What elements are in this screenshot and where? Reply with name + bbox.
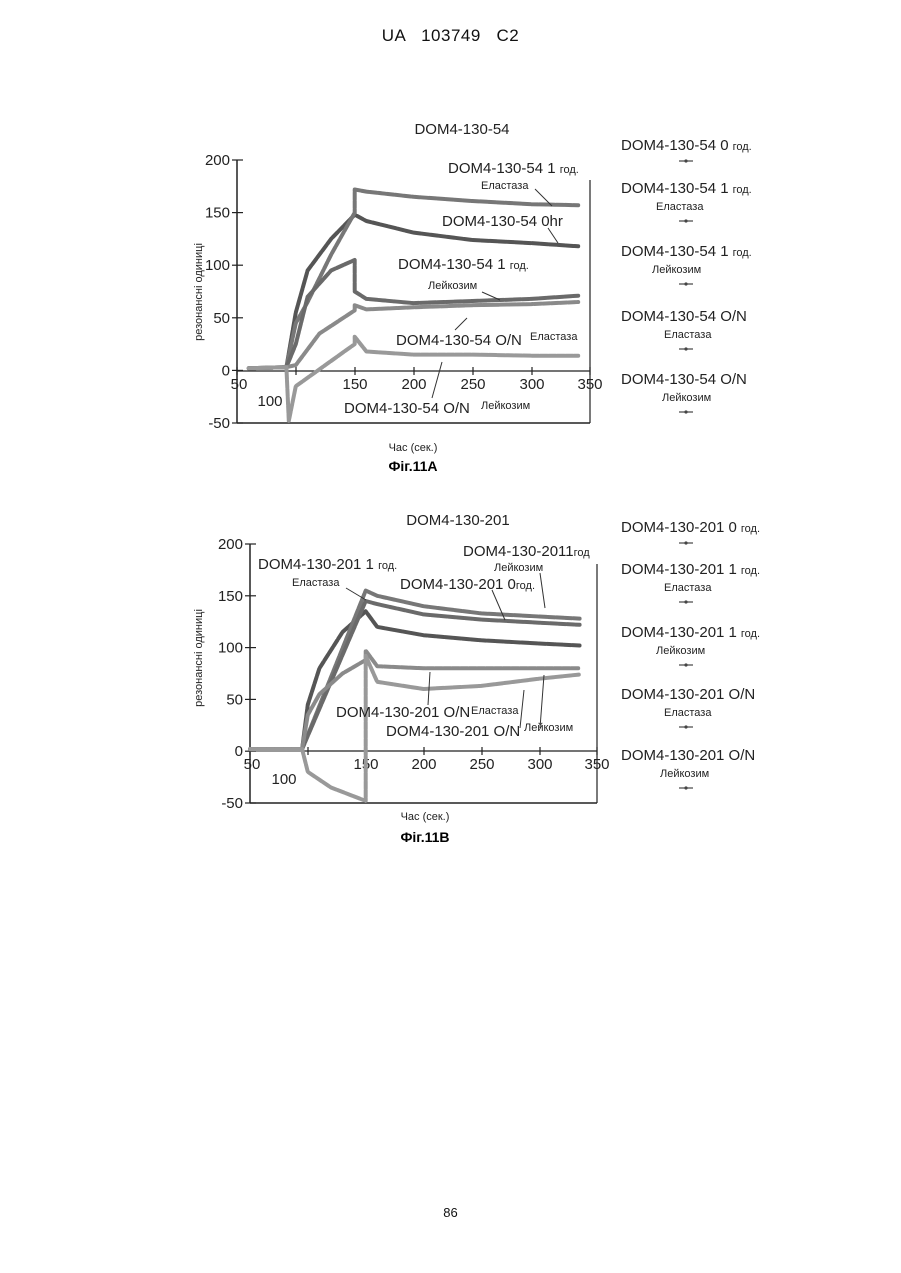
x-tick-label: 200 [411,756,436,773]
legend-note: Лейкозим [656,645,705,657]
annotation-note: Лейкозим [524,722,573,734]
legend-label: DOM4-130-201 O/N [621,686,755,703]
y-axis-label: резонансні одиниці [193,609,205,707]
page-number: 86 [0,1205,901,1220]
svg-text:DOM4-130-2011год: DOM4-130-2011год [463,543,590,560]
annotation-label: DOM4-130-201 1 [258,556,374,573]
annotation-note: Лейкозим [494,562,543,574]
legend-marker-dot [684,725,687,728]
legend-label: DOM4-130-201 1год. [621,624,760,641]
legend-note: Лейкозим [660,768,709,780]
legend: DOM4-130-201 0год. DOM4-130-201 1год. Елас… [621,519,760,790]
y-tick-label: 100 [218,640,243,657]
legend-marker-dot [684,663,687,666]
legend-marker-dot [684,786,687,789]
annotation-sub: год [574,547,591,559]
legend-note: Еластаза [664,707,712,719]
y-tick-label: -50 [221,795,243,812]
figure-caption: Фіг.11B [400,829,449,845]
figure-11b-chart: DOM4-130-201 50100150200250300350 200150… [0,0,901,860]
legend-note: Еластаза [664,582,712,594]
y-tick-label: 0 [235,743,243,760]
annotation-arrow [540,573,545,608]
y-tick-label: 50 [226,691,243,708]
annotation-label: DOM4-130-201 O/N [386,723,520,740]
legend-label: DOM4-130-201 O/N [621,747,755,764]
y-tick-label: 150 [218,588,243,605]
chart-title: DOM4-130-201 [406,512,509,529]
annotation-label: DOM4-130-2011 [463,543,574,560]
annotation-label: DOM4-130-201 O/N [336,704,470,721]
x-tick-label: 300 [527,756,552,773]
annotation-arrow [540,675,544,728]
legend-label: DOM4-130-201 0год. [621,519,760,536]
annotation-sub: год. [378,560,397,572]
legend-label: DOM4-130-201 1год. [621,561,760,578]
annotation-note: Еластаза [471,705,519,717]
svg-text:DOM4-130-201 1 год.: DOM4-130-201 1 год. [258,556,397,573]
x-tick-label: 50 [244,756,261,773]
x-tick-label: 250 [469,756,494,773]
x-axis-label: Час (сек.) [401,811,450,823]
annotation-note: Еластаза [292,577,340,589]
legend-marker-dot [684,541,687,544]
x-tick-labels: 50100150200250300350 [244,747,610,788]
svg-text:DOM4-130-201 0год.: DOM4-130-201 0год. [400,576,535,593]
legend-marker-dot [684,600,687,603]
annotation-sub: год. [516,580,535,592]
y-tick-label: 200 [218,536,243,553]
annotation-label: DOM4-130-201 0 [400,576,516,593]
x-tick-label: 100 [271,771,296,788]
